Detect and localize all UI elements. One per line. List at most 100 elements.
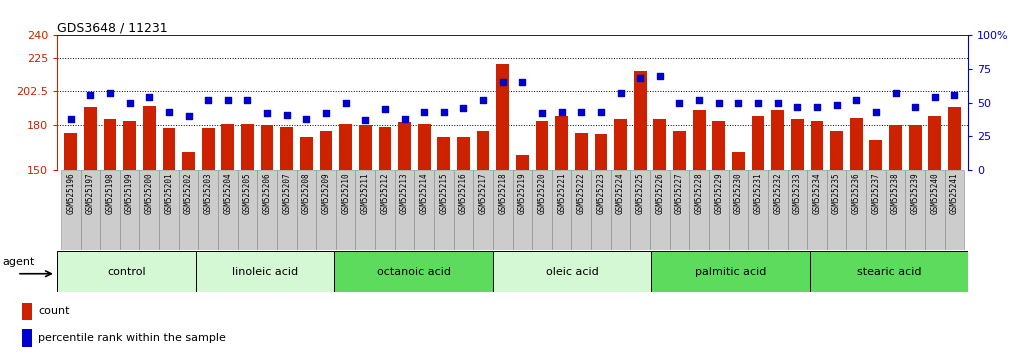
Bar [650, 170, 669, 250]
Text: oleic acid: oleic acid [546, 267, 598, 277]
Bar [80, 170, 100, 250]
Text: GSM525222: GSM525222 [577, 172, 586, 214]
Point [633, 76, 649, 81]
Point [494, 80, 511, 85]
Point [121, 100, 137, 105]
Text: GSM525230: GSM525230 [734, 172, 742, 214]
Bar [728, 170, 749, 250]
Bar [572, 170, 591, 250]
Bar [300, 137, 313, 170]
Bar [771, 110, 784, 170]
Point [338, 100, 354, 105]
Bar [198, 170, 218, 250]
Bar [22, 303, 33, 320]
Bar [139, 170, 159, 250]
Bar [201, 128, 215, 170]
Text: GSM525204: GSM525204 [224, 172, 232, 214]
Bar [218, 170, 238, 250]
Text: GSM525213: GSM525213 [400, 172, 409, 214]
Bar [693, 110, 706, 170]
Bar [611, 170, 631, 250]
Text: octanoic acid: octanoic acid [376, 267, 451, 277]
Bar [434, 170, 454, 250]
Bar [241, 124, 254, 170]
Text: GSM525214: GSM525214 [420, 172, 429, 214]
Text: GSM525218: GSM525218 [498, 172, 507, 214]
Point [789, 104, 805, 109]
Bar [631, 170, 650, 250]
Point [730, 100, 746, 105]
Text: GSM525225: GSM525225 [636, 172, 645, 214]
Bar [768, 170, 787, 250]
Text: palmitic acid: palmitic acid [695, 267, 766, 277]
Bar [335, 251, 493, 292]
Text: GSM525202: GSM525202 [184, 172, 193, 214]
Text: GSM525211: GSM525211 [361, 172, 370, 214]
Bar [179, 170, 198, 250]
Bar [634, 71, 647, 170]
Point [574, 109, 590, 115]
Point [770, 100, 786, 105]
Bar [532, 170, 552, 250]
Bar [555, 116, 569, 170]
Bar [399, 122, 411, 170]
Bar [791, 119, 803, 170]
Text: GSM525209: GSM525209 [321, 172, 331, 214]
Bar [496, 64, 510, 170]
Bar [591, 170, 611, 250]
Point [671, 100, 687, 105]
Text: GSM525200: GSM525200 [144, 172, 154, 214]
Text: GSM525196: GSM525196 [66, 172, 75, 214]
Point [376, 107, 393, 112]
Bar [195, 251, 335, 292]
Bar [929, 116, 941, 170]
Text: GSM525224: GSM525224 [616, 172, 625, 214]
Point [397, 116, 413, 122]
Text: GSM525226: GSM525226 [655, 172, 664, 214]
Point [750, 100, 766, 105]
Bar [709, 170, 728, 250]
Text: GSM525203: GSM525203 [203, 172, 213, 214]
Bar [418, 124, 430, 170]
Text: GSM525198: GSM525198 [106, 172, 115, 214]
Text: GSM525212: GSM525212 [380, 172, 390, 214]
Point [161, 109, 177, 115]
Bar [104, 119, 116, 170]
Text: agent: agent [3, 257, 36, 267]
Point [809, 104, 825, 109]
Text: GSM525205: GSM525205 [243, 172, 252, 214]
Text: GSM525223: GSM525223 [596, 172, 605, 214]
Point [926, 95, 943, 100]
Point [612, 90, 629, 96]
Text: GSM525229: GSM525229 [714, 172, 723, 214]
Text: GSM525234: GSM525234 [813, 172, 822, 214]
Bar [889, 125, 902, 170]
Bar [905, 170, 925, 250]
Text: GSM525228: GSM525228 [695, 172, 704, 214]
Bar [850, 118, 862, 170]
Point [200, 97, 217, 103]
Bar [395, 170, 414, 250]
Point [318, 110, 335, 116]
Bar [22, 329, 33, 347]
Point [848, 97, 864, 103]
Bar [811, 121, 824, 170]
Text: GSM525238: GSM525238 [891, 172, 900, 214]
Text: GSM525231: GSM525231 [754, 172, 763, 214]
Bar [123, 121, 136, 170]
Bar [100, 170, 120, 250]
Point [553, 109, 570, 115]
Bar [454, 170, 473, 250]
Text: count: count [38, 306, 69, 316]
Text: GSM525233: GSM525233 [793, 172, 801, 214]
Bar [925, 170, 945, 250]
Bar [336, 170, 356, 250]
Point [652, 73, 668, 79]
Point [63, 116, 79, 122]
Point [888, 90, 904, 96]
Bar [84, 107, 97, 170]
Bar [516, 155, 529, 170]
Text: GSM525241: GSM525241 [950, 172, 959, 214]
Text: GSM525227: GSM525227 [675, 172, 684, 214]
Point [868, 109, 884, 115]
